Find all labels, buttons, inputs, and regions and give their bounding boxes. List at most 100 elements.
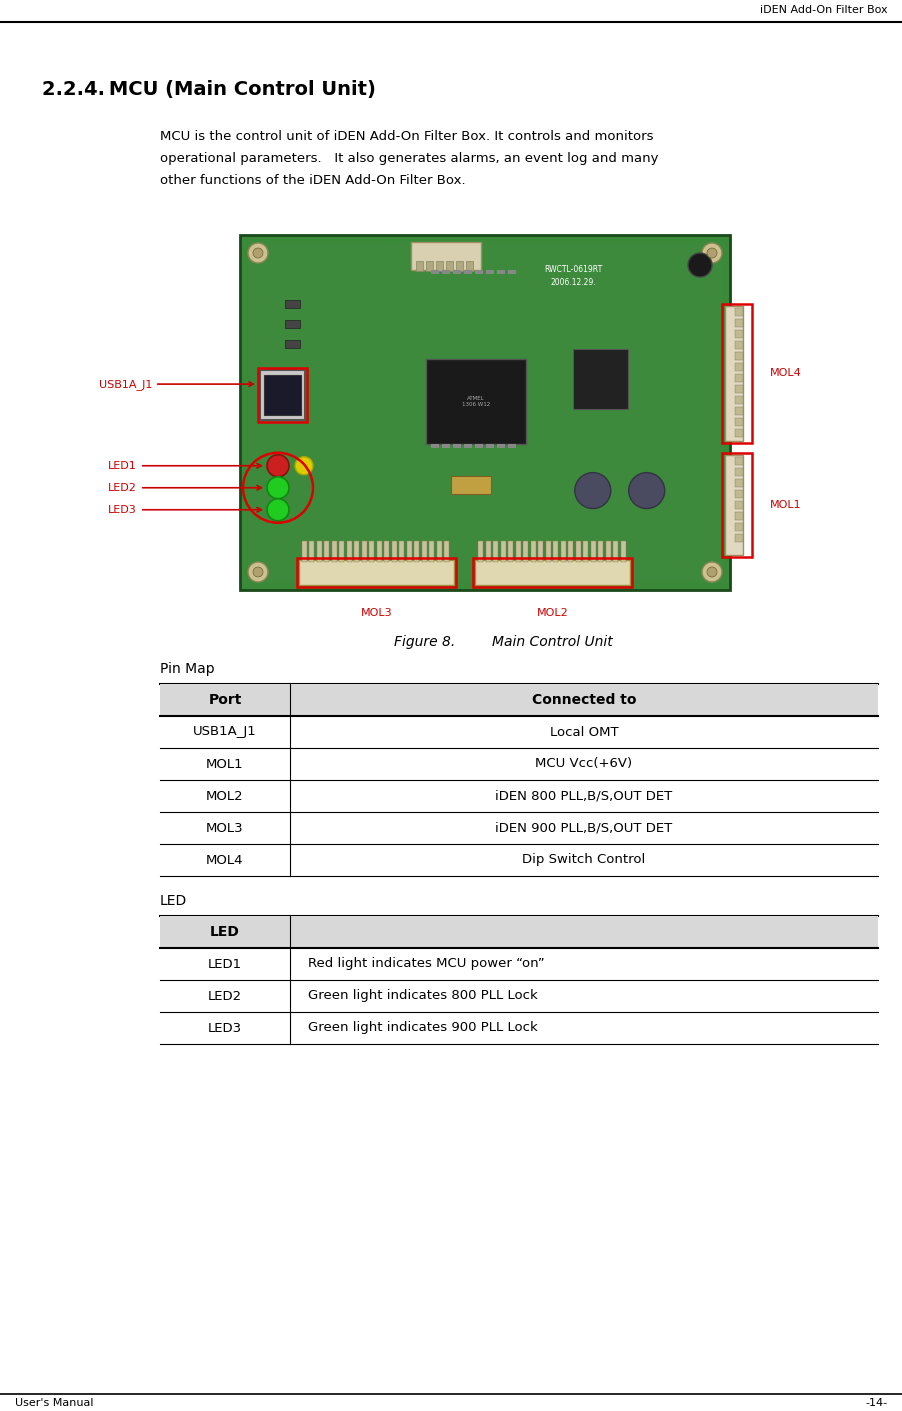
Bar [362, 540, 366, 562]
Bar [299, 560, 454, 586]
Bar [538, 540, 543, 562]
Bar [297, 557, 456, 587]
Circle shape [701, 562, 722, 581]
Bar [301, 540, 307, 562]
Text: Green light indicates 900 PLL Lock: Green light indicates 900 PLL Lock [308, 1022, 538, 1034]
Text: MOL3: MOL3 [360, 608, 391, 618]
Bar [485, 540, 490, 562]
Text: LED2: LED2 [207, 989, 242, 1002]
Bar [464, 271, 472, 274]
Bar [734, 385, 742, 394]
Text: MCU Vcc(+6V): MCU Vcc(+6V) [535, 758, 632, 770]
Bar [339, 540, 344, 562]
Circle shape [267, 498, 289, 521]
Bar [474, 271, 483, 274]
Bar [734, 535, 742, 542]
Circle shape [295, 457, 313, 474]
Text: MOL4: MOL4 [769, 368, 801, 378]
Bar [734, 512, 742, 521]
Bar [446, 261, 453, 271]
Text: USB1A_J1: USB1A_J1 [193, 725, 256, 738]
Bar [575, 540, 580, 562]
Bar [583, 540, 587, 562]
Bar [500, 540, 505, 562]
Bar [605, 540, 610, 562]
Text: Red light indicates MCU power “on”: Red light indicates MCU power “on” [308, 958, 544, 971]
Bar [431, 444, 438, 449]
Bar [485, 271, 493, 274]
Bar [426, 360, 526, 444]
Bar [444, 540, 449, 562]
Text: MOL2: MOL2 [536, 608, 568, 618]
Bar [620, 540, 625, 562]
Bar [497, 271, 504, 274]
Bar [354, 540, 359, 562]
Bar [450, 477, 490, 494]
Bar [160, 684, 877, 715]
Bar [515, 540, 520, 562]
Bar [722, 303, 751, 443]
Bar [431, 271, 438, 274]
Circle shape [701, 243, 722, 262]
Bar [260, 370, 305, 420]
Bar [436, 261, 443, 271]
Bar [722, 453, 751, 556]
Bar [414, 540, 419, 562]
Text: Local OMT: Local OMT [549, 725, 618, 738]
Circle shape [253, 567, 262, 577]
Bar [597, 540, 603, 562]
Text: RWCTL-0619RT: RWCTL-0619RT [544, 265, 602, 274]
Bar [734, 418, 742, 426]
Bar [560, 540, 565, 562]
Bar [734, 374, 742, 382]
Bar [734, 490, 742, 498]
Text: LED: LED [210, 926, 240, 938]
Text: -14-: -14- [865, 1398, 887, 1408]
Circle shape [267, 454, 289, 477]
Bar [285, 320, 299, 327]
Bar [553, 540, 557, 562]
Bar [453, 444, 461, 449]
Bar [508, 540, 512, 562]
Text: Port: Port [208, 693, 242, 707]
Text: User's Manual: User's Manual [15, 1398, 94, 1408]
Text: MOL2: MOL2 [206, 790, 244, 803]
Bar [248, 243, 722, 581]
Bar [734, 396, 742, 404]
Bar [391, 540, 396, 562]
Bar [416, 261, 423, 271]
Text: Green light indicates 800 PLL Lock: Green light indicates 800 PLL Lock [308, 989, 538, 1002]
Bar [376, 540, 382, 562]
Circle shape [687, 253, 711, 277]
Bar [421, 540, 427, 562]
Text: Figure 8.: Figure 8. [393, 635, 455, 649]
Bar [324, 540, 329, 562]
Bar [522, 540, 528, 562]
Bar [285, 301, 299, 308]
Bar [258, 368, 307, 422]
Bar [369, 540, 374, 562]
Bar [492, 540, 498, 562]
Bar [573, 349, 628, 409]
Bar [346, 540, 352, 562]
Text: ATMEL
1306 W12: ATMEL 1306 W12 [462, 396, 490, 408]
Text: LED2: LED2 [108, 483, 261, 492]
Bar [612, 540, 618, 562]
Bar [734, 468, 742, 476]
Bar [473, 557, 631, 587]
Text: LED1: LED1 [108, 461, 261, 471]
Text: LED: LED [160, 895, 187, 909]
Text: MOL4: MOL4 [206, 854, 244, 866]
Text: Main Control Unit: Main Control Unit [456, 635, 612, 649]
Bar [437, 540, 441, 562]
Bar [442, 444, 450, 449]
Bar [426, 261, 433, 271]
Bar [442, 271, 450, 274]
Text: LED3: LED3 [207, 1022, 242, 1034]
Text: Pin Map: Pin Map [160, 662, 215, 676]
Bar [734, 480, 742, 487]
Bar [567, 540, 573, 562]
Bar [285, 340, 299, 349]
Circle shape [575, 473, 610, 508]
Bar [160, 916, 877, 948]
